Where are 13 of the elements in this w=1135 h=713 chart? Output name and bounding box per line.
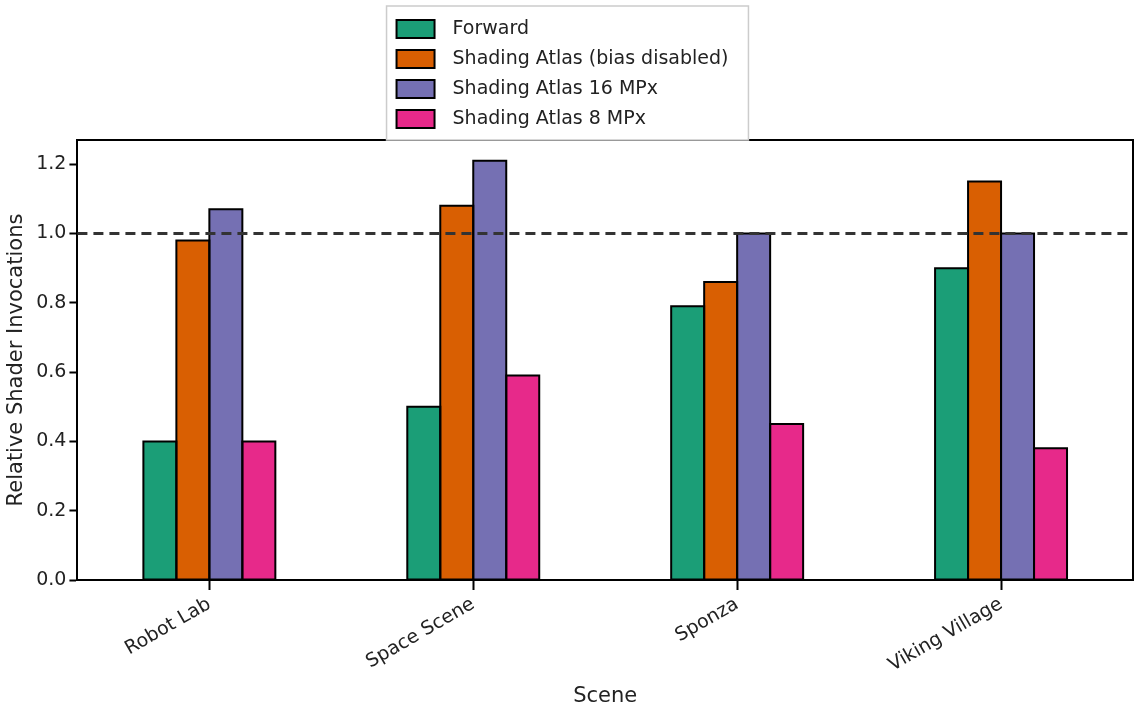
y-tick-label: 0.0 xyxy=(36,566,67,589)
y-tick-label: 1.0 xyxy=(36,220,67,243)
y-axis-title: Relative Shader Invocations xyxy=(3,213,28,507)
legend-label: Shading Atlas 8 MPx xyxy=(452,105,646,128)
y-tick-label: 0.2 xyxy=(36,497,67,520)
legend-label: Shading Atlas (bias disabled) xyxy=(452,45,729,68)
legend-label: Forward xyxy=(452,15,529,38)
legend-label: Shading Atlas 16 MPx xyxy=(452,75,659,98)
y-tick-label: 0.6 xyxy=(36,359,67,382)
y-tick-label: 0.4 xyxy=(36,428,67,451)
y-tick-label: 0.8 xyxy=(36,289,67,312)
y-tick-label: 1.2 xyxy=(36,151,67,174)
x-axis-title: Scene xyxy=(573,682,638,707)
